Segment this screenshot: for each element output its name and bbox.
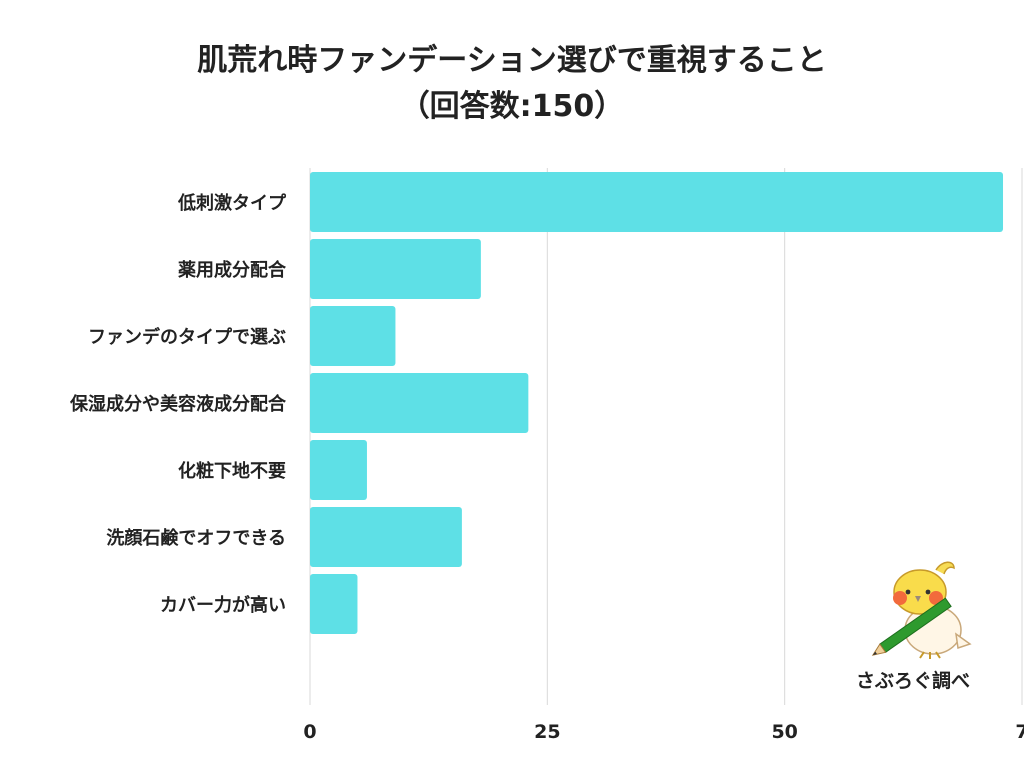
bar	[310, 172, 1004, 232]
bar	[310, 440, 367, 500]
category-label: カバー力が高い	[160, 594, 286, 616]
bar	[310, 306, 396, 366]
category-label: 薬用成分配合	[178, 259, 287, 281]
x-tick-labels: 0 25 50 7	[303, 721, 1024, 743]
chart-title-line1: 肌荒れ時ファンデーション選びで重視すること	[197, 43, 827, 78]
category-labels: 低刺激タイプ薬用成分配合ファンデのタイプで選ぶ保湿成分や美容液成分配合化粧下地不…	[69, 192, 287, 616]
bar	[310, 373, 529, 433]
chart-title-line2: （回答数:150）	[399, 89, 625, 124]
source-watermark: さぶろぐ調べ	[855, 670, 970, 692]
bird-mascot-illustration	[871, 561, 972, 659]
category-label: 洗顔石鹸でオフできる	[106, 527, 286, 549]
x-tick-label: 25	[534, 721, 560, 743]
category-label: 低刺激タイプ	[177, 192, 287, 214]
bars	[310, 172, 1004, 634]
x-tick-label: 0	[303, 721, 316, 743]
bar	[310, 574, 358, 634]
bar	[310, 507, 462, 567]
x-tick-label: 50	[771, 721, 797, 743]
category-label: ファンデのタイプで選ぶ	[88, 326, 286, 348]
category-label: 化粧下地不要	[178, 460, 286, 482]
bar	[310, 239, 481, 299]
bird-mascot-logo	[871, 561, 972, 659]
x-tick-label: 7	[1015, 721, 1024, 743]
category-label: 保湿成分や美容液成分配合	[69, 393, 287, 415]
chart-title: 肌荒れ時ファンデーション選びで重視すること （回答数:150）	[0, 38, 1024, 130]
